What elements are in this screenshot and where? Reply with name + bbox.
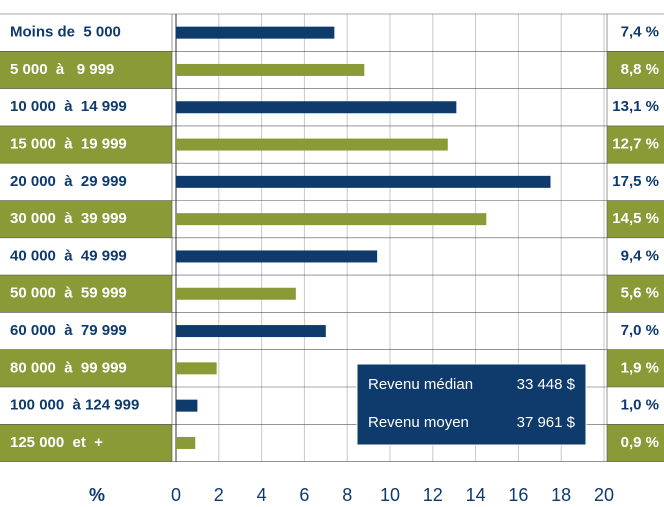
annotation-box [356, 363, 587, 446]
value-label: 1,9 % [621, 359, 659, 376]
value-label: 7,0 % [621, 322, 659, 339]
value-label: 12,7 % [612, 136, 659, 153]
row-value-bg [607, 349, 664, 387]
value-label: 14,5 % [612, 210, 659, 227]
x-tick-label: 16 [508, 485, 528, 505]
y-tick-label: Moins de 5 000 [10, 24, 121, 41]
row-value-bg [607, 125, 664, 164]
bar [176, 63, 365, 76]
y-tick-label: 20 000 à 29 999 [10, 173, 127, 190]
y-tick-label: 50 000 à 59 999 [10, 285, 127, 302]
x-tick-label: 18 [551, 485, 571, 505]
y-tick-label: 80 000 à 99 999 [10, 359, 127, 376]
x-tick-label: 4 [257, 485, 267, 505]
y-tick-label: 60 000 à 79 999 [10, 322, 127, 339]
value-label: 7,4 % [621, 24, 659, 41]
value-label: 9,4 % [621, 247, 659, 264]
x-tick-label: 12 [423, 485, 443, 505]
x-tick-label: 20 [594, 485, 614, 505]
bar [176, 213, 487, 226]
x-tick-label: 14 [466, 485, 486, 505]
bar [176, 101, 457, 114]
bar [176, 138, 448, 151]
bar [176, 287, 296, 300]
annotation-label: Revenu moyen [368, 414, 469, 431]
row-label-bg [0, 125, 172, 164]
bar [176, 436, 196, 449]
y-tick-label: 10 000 à 14 999 [10, 98, 127, 115]
value-label: 13,1 % [612, 98, 659, 115]
row-label-bg [0, 200, 172, 238]
value-label: 1,0 % [621, 397, 659, 414]
annotation-value: 33 448 $ [517, 376, 576, 393]
bar [176, 325, 326, 338]
bar [176, 250, 378, 263]
y-tick-label: 40 000 à 49 999 [10, 247, 127, 264]
bar [176, 175, 551, 188]
y-tick-label: 5 000 à 9 999 [10, 61, 114, 78]
x-tick-label: 10 [380, 485, 400, 505]
annotation-value: 37 961 $ [517, 414, 576, 431]
annotation-label: Revenu médian [368, 376, 473, 393]
x-tick-label: 2 [214, 485, 224, 505]
row-label-bg [0, 424, 172, 462]
bar [176, 399, 198, 412]
y-tick-label: 30 000 à 39 999 [10, 210, 127, 227]
x-tick-label: 6 [299, 485, 309, 505]
x-axis-label: % [89, 485, 105, 505]
bar [176, 26, 335, 39]
y-tick-label: 125 000 et + [10, 434, 103, 451]
value-label: 8,8 % [621, 61, 659, 78]
bar [176, 362, 217, 375]
row-label-bg [0, 349, 172, 387]
x-tick-label: 8 [342, 485, 352, 505]
x-tick-label: 0 [171, 485, 181, 505]
y-tick-label: 100 000 à 124 999 [10, 397, 139, 414]
value-label: 5,6 % [621, 285, 659, 302]
row-label-bg [0, 275, 172, 313]
value-label: 0,9 % [621, 434, 659, 451]
row-label-bg [0, 51, 172, 89]
value-label: 17,5 % [612, 173, 659, 190]
row-value-bg [607, 275, 664, 313]
row-value-bg [607, 51, 664, 89]
y-tick-label: 15 000 à 19 999 [10, 136, 127, 153]
row-value-bg [607, 200, 664, 238]
row-value-bg [607, 424, 664, 462]
